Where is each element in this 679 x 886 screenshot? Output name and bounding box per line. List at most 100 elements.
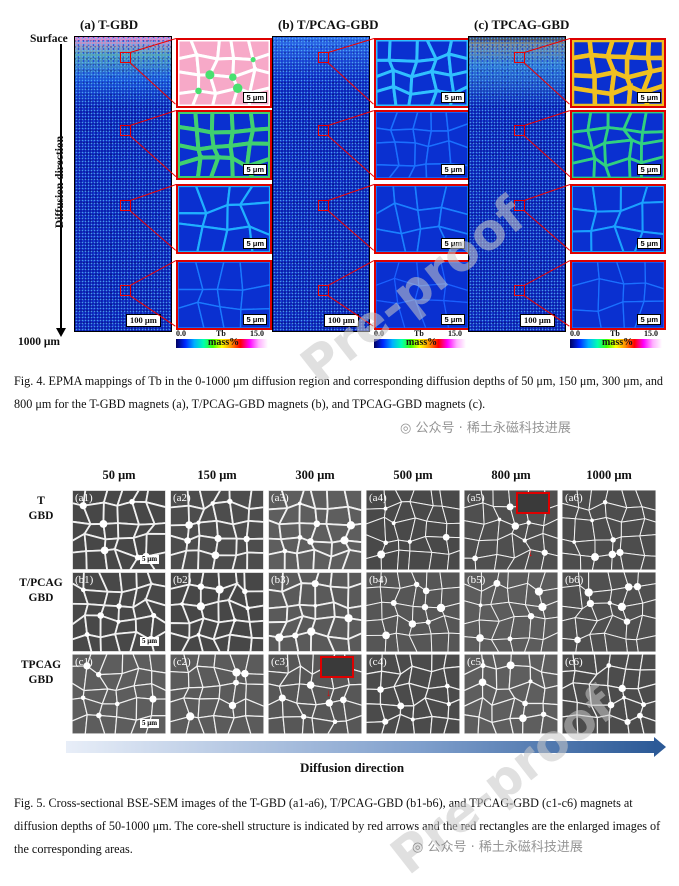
sample-row-label: T GBD bbox=[16, 494, 66, 524]
colorbar-min: 0.0 bbox=[374, 329, 384, 338]
grain-microstructure bbox=[464, 572, 558, 652]
red-selection-box bbox=[318, 52, 329, 63]
bse-sem-image: (a4) bbox=[366, 490, 460, 570]
bse-sem-image: (b2) bbox=[170, 572, 264, 652]
depth-column-header: 1000 μm bbox=[586, 468, 632, 482]
grain-network bbox=[376, 262, 468, 328]
bse-sem-image: (a1) 5 μm bbox=[72, 490, 166, 570]
scale-bar-5: 5 μm bbox=[637, 164, 661, 175]
colorbar-unit: mass% bbox=[602, 337, 634, 348]
image-id: (a5) bbox=[467, 492, 485, 504]
image-id: (c5) bbox=[467, 656, 485, 668]
grain-microstructure bbox=[268, 654, 362, 734]
image-id: (a1) bbox=[75, 492, 93, 504]
sample-row-label-line: GBD bbox=[28, 674, 54, 686]
grain-network bbox=[572, 186, 664, 252]
colorbar-min: 0.0 bbox=[176, 329, 186, 338]
image-id: (c2) bbox=[173, 656, 191, 668]
bse-sem-image: (c2) bbox=[170, 654, 264, 734]
fig4-caption: Fig. 4. EPMA mappings of Tb in the 0-100… bbox=[14, 374, 664, 411]
grain-microstructure bbox=[562, 572, 656, 652]
bse-sem-image: (c4) bbox=[366, 654, 460, 734]
image-id: (b2) bbox=[173, 574, 192, 586]
scale-bar-5: 5 μm bbox=[441, 92, 465, 103]
scale-bar-5: 5 μm bbox=[441, 238, 465, 249]
epma-zoom-inset: 5 μm bbox=[570, 260, 666, 330]
panel-label: (a) T-GBD bbox=[80, 17, 139, 32]
red-selection-box bbox=[514, 285, 525, 296]
red-selection-box bbox=[318, 200, 329, 211]
core-shell-arrow: ↓ bbox=[326, 688, 331, 699]
red-selection-box bbox=[120, 200, 131, 211]
grain-microstructure bbox=[170, 490, 264, 570]
scale-bar-5: 5 μm bbox=[441, 314, 465, 325]
bse-sem-image: (b6) bbox=[562, 572, 656, 652]
epma-zoom-inset: 5 μm bbox=[570, 38, 666, 108]
bse-sem-image: (a3) bbox=[268, 490, 362, 570]
image-id: (b6) bbox=[565, 574, 584, 586]
bse-sem-image: (c1) 5 μm bbox=[72, 654, 166, 734]
epma-zoom-inset: 5 μm bbox=[374, 260, 470, 330]
colorbar-element: Tb bbox=[414, 329, 424, 338]
scale-bar-5: 5 μm bbox=[637, 92, 661, 103]
colorbar-min: 0.0 bbox=[570, 329, 580, 338]
epma-zoom-inset: 5 μm bbox=[176, 260, 272, 330]
bse-sem-image: (a6) bbox=[562, 490, 656, 570]
epma-zoom-inset: 5 μm bbox=[374, 110, 470, 180]
epma-zoom-inset: 5 μm bbox=[374, 184, 470, 254]
image-id: (b5) bbox=[467, 574, 486, 586]
colorbar bbox=[570, 339, 662, 348]
image-id: (a4) bbox=[369, 492, 387, 504]
wechat-text-1: 公众号 · 稀土永磁科技进展 bbox=[415, 421, 571, 436]
grain-microstructure bbox=[268, 572, 362, 652]
depth-column-header: 150 μm bbox=[197, 468, 237, 482]
bse-sem-image: (c3) ↓ bbox=[268, 654, 362, 734]
epma-map bbox=[272, 36, 370, 332]
colorbar bbox=[374, 339, 466, 348]
depth-column-header: 800 μm bbox=[491, 468, 531, 482]
epma-zoom-inset: 5 μm bbox=[176, 110, 272, 180]
sample-row-label-line: GBD bbox=[28, 510, 54, 522]
sample-row-label-line: GBD bbox=[28, 592, 54, 604]
epma-map bbox=[74, 36, 172, 332]
scale-bar-5: 5 μm bbox=[243, 164, 267, 175]
colorbar-element: Tb bbox=[216, 329, 226, 338]
red-selection-box bbox=[120, 52, 131, 63]
epma-zoom-inset: 5 μm bbox=[176, 184, 272, 254]
image-id: (b4) bbox=[369, 574, 388, 586]
scale-bar-5: 5 μm bbox=[140, 637, 160, 646]
depth-column-header: 50 μm bbox=[102, 468, 136, 482]
wechat-text-2: 公众号 · 稀土永磁科技进展 bbox=[427, 840, 583, 855]
bse-sem-image: (a5) ↓ bbox=[464, 490, 558, 570]
diffusion-direction-arrow bbox=[66, 741, 656, 753]
epma-zoom-inset: 5 μm bbox=[570, 184, 666, 254]
red-selection-box bbox=[120, 285, 131, 296]
grain-microstructure bbox=[464, 654, 558, 734]
red-selection-box bbox=[514, 52, 525, 63]
scale-bar-5: 5 μm bbox=[243, 92, 267, 103]
scale-bar-5: 5 μm bbox=[243, 314, 267, 325]
surface-label: Surface bbox=[30, 33, 68, 45]
diffusion-axis-arrowhead bbox=[56, 328, 66, 337]
core-shell-arrow: ↓ bbox=[528, 548, 533, 559]
core-shell-zoom-rectangle bbox=[516, 492, 550, 514]
grain-microstructure bbox=[562, 654, 656, 734]
epma-zoom-inset: 5 μm bbox=[570, 110, 666, 180]
depth-column-header: 300 μm bbox=[295, 468, 335, 482]
diffusion-axis-label: Diffusion direction bbox=[54, 135, 66, 229]
grain-microstructure bbox=[366, 490, 460, 570]
bse-sem-image: (b4) bbox=[366, 572, 460, 652]
sample-row-label: TPCAG GBD bbox=[16, 658, 66, 688]
wechat-watermark-2: ◎ 公众号 · 稀土永磁科技进展 bbox=[412, 836, 583, 855]
image-id: (a6) bbox=[565, 492, 583, 504]
sample-row-label-line: T bbox=[37, 495, 45, 507]
image-id: (c1) bbox=[75, 656, 93, 668]
colorbar-max: 15.0 bbox=[644, 329, 658, 338]
scale-bar-100: 100 μm bbox=[126, 314, 161, 327]
scale-bar-100: 100 μm bbox=[324, 314, 359, 327]
bse-sem-image: (a2) bbox=[170, 490, 264, 570]
epma-zoom-inset: 5 μm bbox=[374, 38, 470, 108]
grain-microstructure bbox=[562, 490, 656, 570]
wechat-icon: ◎ bbox=[400, 421, 416, 436]
sample-row-label: T/PCAG GBD bbox=[16, 576, 66, 606]
